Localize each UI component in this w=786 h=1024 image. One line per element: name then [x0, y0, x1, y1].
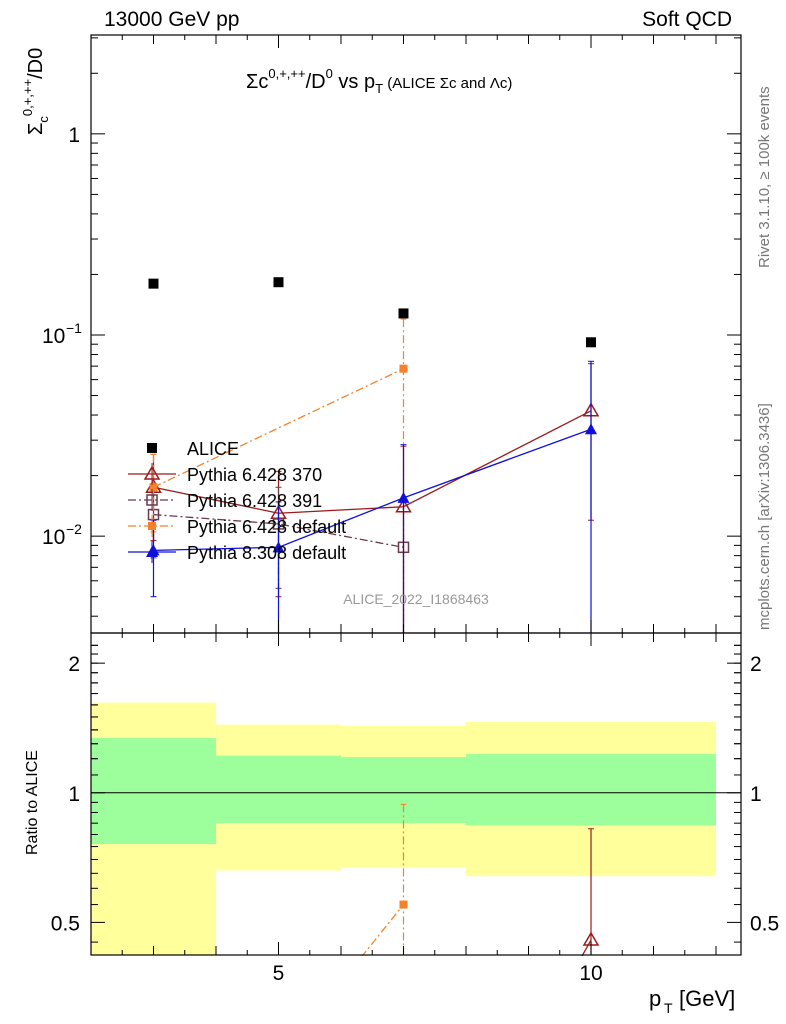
series-alice [148, 277, 596, 348]
legend-label: Pythia 6.428 370 [187, 465, 322, 485]
x-axis-title-sub: T [664, 1000, 673, 1016]
legend-label: ALICE [187, 439, 239, 459]
y-tick-label-exponent: −1 [66, 320, 82, 336]
ratio-y-tick-label: 1 [68, 783, 80, 806]
axis-ticks [90, 35, 741, 955]
series-line [153, 428, 592, 551]
ratio-band-inner [216, 755, 341, 824]
legend-label: Pythia 8.308 default [187, 543, 346, 563]
data-point [586, 337, 596, 348]
plot-frames [90, 34, 742, 956]
data-point [399, 364, 408, 373]
y-tick-label-exponent: −2 [66, 521, 82, 537]
ratio-y-tick-label: 2 [68, 653, 80, 676]
main-plot-series [145, 277, 600, 634]
data-point [397, 491, 410, 503]
ratio-band-inner [341, 757, 466, 824]
series-line [153, 368, 404, 488]
ratio-y-tick-label-right: 1 [750, 783, 762, 806]
ratio-series-pythia-6-428-default [306, 803, 408, 1024]
y-tick-label: 1 [68, 124, 80, 147]
legend-item-pythia-6-428-default: Pythia 6.428 default [128, 515, 346, 537]
ratio-plot-series [0, 803, 786, 1024]
plot-title: Σc0,+,++/D0 vs pT (ALICE Σc and Λc) [246, 66, 512, 96]
ratio-y-axis-title: Ratio to ALICE [24, 750, 41, 855]
x-tick-label: 5 [273, 962, 285, 985]
legend-label: Pythia 6.428 default [187, 517, 346, 537]
legend-marker [146, 494, 158, 506]
header-category-label: Soft QCD [642, 8, 732, 31]
ratio-data-point [399, 900, 408, 909]
data-point [148, 278, 159, 289]
data-point [585, 423, 597, 435]
legend: ALICE Pythia 6.428 370 Pythia 6.428 391 Pyt… [128, 439, 346, 563]
ratio-band-inner [91, 738, 216, 845]
legend-item-pythia-8-308-default: Pythia 8.308 default [128, 541, 346, 563]
legend-marker [146, 546, 158, 557]
series-line [153, 513, 404, 548]
y-tick-label: 10 [42, 526, 65, 549]
ratio-y-tick-label: 0.5 [51, 912, 80, 935]
analysis-watermark: ALICE_2022_I1868463 [343, 591, 489, 607]
legend-marker [143, 465, 161, 480]
axis-labels: 110 −110 −22 21 10.5 0.55 10p T [GeV]Σc0,+,++/D0… [20, 48, 779, 1016]
x-tick-label: 10 [579, 962, 602, 985]
ratio-plot-frame [90, 632, 742, 956]
ratio-band-inner [466, 754, 716, 826]
legend-marker [147, 443, 157, 453]
series-pythia-8-308-default [147, 360, 597, 633]
ratio-uncertainty-bands [91, 702, 716, 955]
legend-item-pythia-6-428-391: Pythia 6.428 391 [128, 489, 322, 511]
data-point [272, 541, 285, 553]
series-line [153, 410, 592, 514]
x-axis-title: p [649, 986, 661, 1011]
ratio-overflow-mask [0, 956, 786, 1024]
legend-label: Pythia 6.428 391 [187, 491, 322, 511]
legend-marker [148, 522, 156, 530]
ratio-y-tick-label-right: 2 [750, 653, 762, 676]
x-axis-title-unit: [GeV] [679, 986, 735, 1011]
data-point [398, 308, 409, 319]
y-axis-title: Σc0,+,++/D0 [20, 48, 51, 135]
legend-item-alice: ALICE [147, 439, 239, 459]
data-point [149, 483, 158, 492]
ratio-series-line [306, 904, 405, 1024]
legend-item-pythia-6-428-370: Pythia 6.428 370 [128, 463, 322, 485]
ratio-y-tick-label-right: 0.5 [750, 912, 779, 935]
header-energy-label: 13000 GeV pp [104, 8, 240, 31]
data-point [273, 277, 284, 288]
y-tick-label: 10 [42, 325, 65, 348]
